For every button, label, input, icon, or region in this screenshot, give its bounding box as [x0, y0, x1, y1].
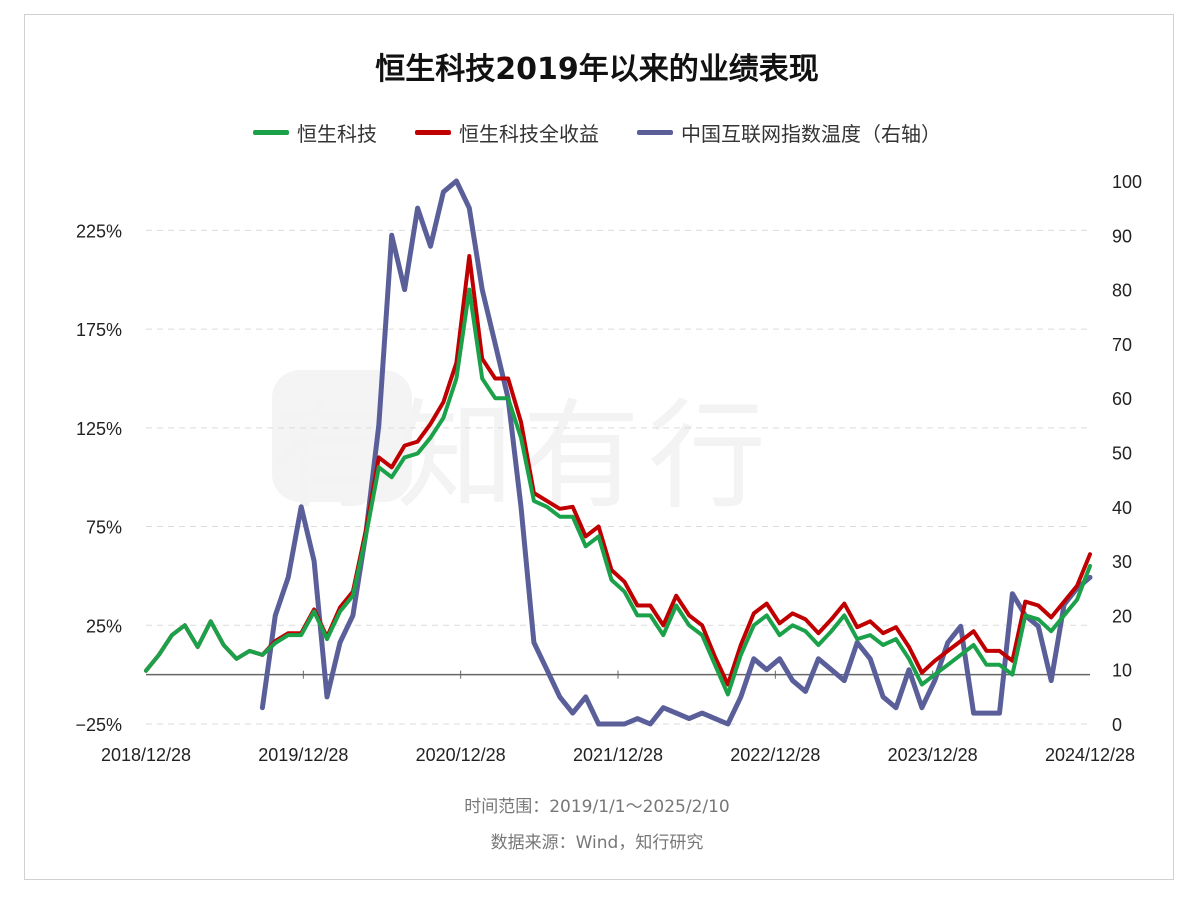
x-tick-label: 2019/12/28 — [258, 745, 348, 765]
y-left-tick-label: 225% — [76, 221, 122, 241]
legend-label: 恒生科技全收益 — [459, 122, 599, 146]
x-tick-label: 2024/12/28 — [1045, 745, 1135, 765]
y-right-tick-label: 0 — [1112, 715, 1122, 735]
y-left-tick-label: −25% — [75, 715, 122, 735]
chart-legend: 恒生科技 恒生科技全收益 中国互联网指数温度（右轴） — [0, 118, 1194, 147]
x-tick-label: 2023/12/28 — [888, 745, 978, 765]
x-tick-label: 2020/12/28 — [416, 745, 506, 765]
footer-source: 数据来源：Wind，知行研究 — [490, 833, 704, 853]
y-right-tick-label: 100 — [1112, 172, 1142, 192]
y-left-tick-label: 25% — [86, 616, 122, 636]
legend-swatch — [415, 130, 451, 135]
y-right-tick-label: 70 — [1112, 335, 1132, 355]
y-left-tick-label: 125% — [76, 419, 122, 439]
footer-time-range: 时间范围：2019/1/1～2025/2/10 — [464, 797, 730, 817]
chart-title: 恒生科技2019年以来的业绩表现 — [375, 52, 819, 87]
y-right-tick-label: 30 — [1112, 552, 1132, 572]
y-right-tick-label: 80 — [1112, 281, 1132, 301]
y-left-tick-label: 75% — [86, 518, 122, 538]
x-tick-label: 2022/12/28 — [730, 745, 820, 765]
series-line-0 — [144, 287, 1092, 697]
legend-swatch — [253, 130, 289, 135]
x-tick-label: 2021/12/28 — [573, 745, 663, 765]
y-right-tick-label: 90 — [1112, 226, 1132, 246]
x-tick-label: 2018/12/28 — [101, 745, 191, 765]
series-line-2 — [259, 178, 1093, 727]
series-line-1 — [144, 254, 1092, 687]
legend-label: 中国互联网指数温度（右轴） — [681, 122, 941, 146]
chart-frame — [24, 14, 1174, 880]
y-right-tick-label: 40 — [1112, 498, 1132, 518]
legend-swatch — [637, 130, 673, 135]
y-left-tick-label: 175% — [76, 320, 122, 340]
y-right-tick-label: 10 — [1112, 661, 1132, 681]
watermark-logo-icon — [272, 370, 412, 502]
legend-item-hstech-total-return: 恒生科技全收益 — [415, 118, 599, 147]
y-right-tick-label: 20 — [1112, 606, 1132, 626]
y-right-tick-label: 60 — [1112, 389, 1132, 409]
legend-label: 恒生科技 — [297, 122, 377, 146]
legend-item-hstech: 恒生科技 — [253, 118, 377, 147]
legend-item-internet-temperature: 中国互联网指数温度（右轴） — [637, 118, 941, 147]
y-right-tick-label: 50 — [1112, 444, 1132, 464]
